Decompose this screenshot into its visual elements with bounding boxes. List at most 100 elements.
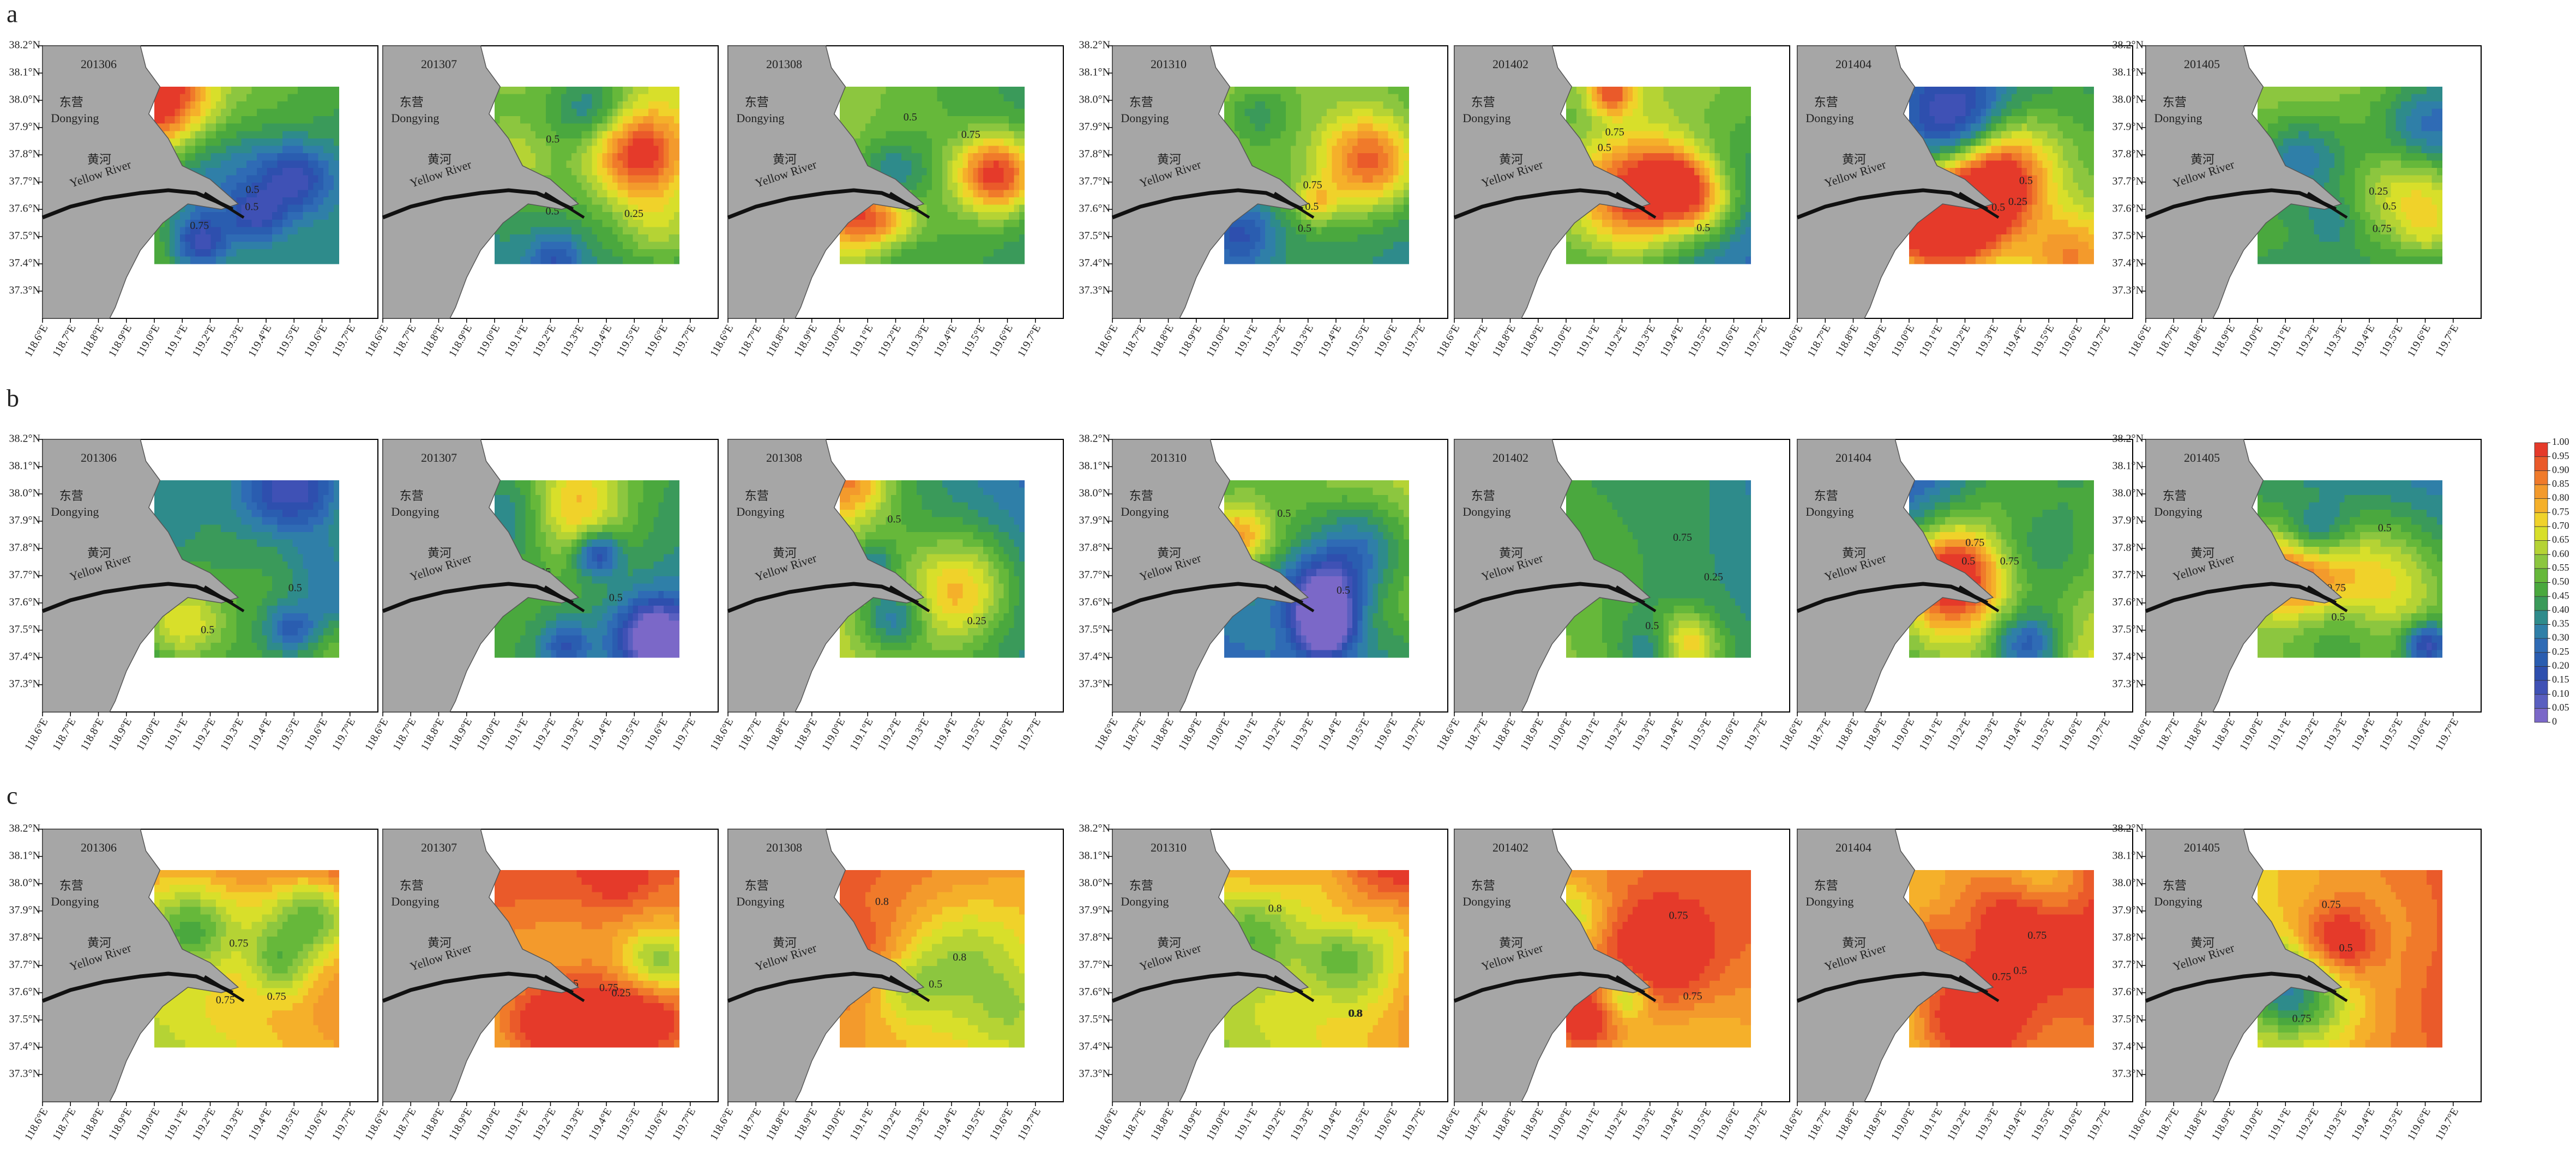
field-cell	[612, 256, 618, 264]
field-cell	[1674, 146, 1680, 154]
field-cell	[581, 160, 587, 168]
field-cell	[592, 212, 598, 220]
field-cell	[1674, 160, 1680, 168]
field-cell	[1719, 138, 1725, 146]
field-cell	[308, 256, 314, 264]
field-cell	[988, 249, 994, 257]
field-cell	[1725, 234, 1731, 242]
field-cell	[241, 219, 247, 227]
field-cell	[673, 183, 679, 191]
field-cell	[1970, 87, 1976, 95]
field-cell	[246, 175, 252, 183]
field-cell	[1642, 212, 1648, 220]
field-cell	[1710, 94, 1716, 102]
field-cell	[952, 190, 958, 198]
field-cell	[1735, 219, 1741, 227]
field-cell	[556, 227, 562, 235]
field-cell	[612, 131, 618, 139]
field-cell	[256, 123, 262, 131]
field-cell	[1642, 146, 1648, 154]
field-cell	[1592, 234, 1597, 242]
field-cell	[1976, 234, 1982, 242]
field-cell	[998, 212, 1004, 220]
field-cell	[571, 131, 577, 139]
field-cell	[1234, 94, 1240, 102]
field-cell	[561, 123, 567, 131]
field-cell	[952, 123, 958, 131]
field-cell	[226, 160, 232, 168]
field-cell	[1668, 197, 1674, 206]
field-cell	[1965, 256, 1971, 264]
field-cell	[1668, 256, 1674, 264]
field-cell	[1745, 219, 1751, 227]
field-cell	[251, 87, 257, 95]
field-cell	[1960, 138, 1966, 146]
field-cell	[282, 116, 288, 124]
field-cell	[937, 146, 943, 154]
field-cell	[246, 123, 252, 131]
lat-tick-label: 38.1°N	[1079, 67, 1110, 79]
field-cell	[952, 249, 958, 257]
field-cell	[174, 108, 180, 117]
field-cell	[998, 204, 1004, 213]
field-cell	[495, 227, 500, 235]
field-cell	[1955, 249, 1961, 257]
field-cell	[952, 212, 958, 220]
field-cell	[850, 116, 856, 124]
field-cell	[1622, 256, 1628, 264]
field-cell	[1981, 256, 1987, 264]
field-cell	[870, 153, 876, 161]
field-cell	[1326, 160, 1332, 168]
field-cell	[262, 197, 268, 206]
field-cell	[1914, 94, 1920, 102]
field-cell	[1383, 123, 1389, 131]
field-cell	[1929, 249, 1935, 257]
field-cell	[1955, 242, 1961, 250]
field-cell	[1735, 94, 1741, 102]
field-cell	[298, 249, 304, 257]
field-cell	[170, 138, 176, 146]
lat-tick-label: 37.9°N	[1079, 121, 1110, 133]
field-cell	[1373, 108, 1379, 117]
field-cell	[1586, 256, 1592, 264]
field-cell	[1668, 249, 1674, 257]
field-cell	[850, 123, 856, 131]
field-cell	[236, 138, 242, 146]
field-cell	[886, 249, 892, 257]
field-cell	[896, 160, 902, 168]
field-cell	[967, 175, 973, 183]
field-cell	[210, 168, 216, 176]
field-cell	[159, 227, 165, 235]
field-cell	[1321, 94, 1327, 102]
field-cell	[520, 146, 526, 154]
field-cell	[581, 249, 587, 257]
field-cell	[617, 146, 623, 154]
field-cell	[1612, 131, 1618, 139]
field-cell	[1674, 190, 1680, 198]
field-cell	[901, 138, 907, 146]
field-cell	[1699, 175, 1705, 183]
field-cell	[1950, 219, 1956, 227]
field-cell	[1940, 116, 1946, 124]
field-cell	[1714, 242, 1720, 250]
field-cell	[952, 183, 958, 191]
field-cell	[673, 197, 679, 206]
field-cell	[1255, 227, 1261, 235]
field-cell	[983, 146, 989, 154]
field-cell	[1362, 175, 1368, 183]
field-cell	[504, 227, 510, 235]
field-cell	[1663, 94, 1669, 102]
field-cell	[174, 242, 180, 250]
field-cell	[1326, 175, 1332, 183]
field-cell	[323, 101, 329, 110]
field-cell	[1725, 256, 1731, 264]
field-cell	[576, 204, 582, 213]
field-cell	[251, 138, 257, 146]
field-cell	[1602, 249, 1608, 257]
field-cell	[1586, 138, 1592, 146]
field-cell	[1940, 101, 1946, 110]
field-cell	[1357, 212, 1363, 220]
field-cell	[318, 94, 324, 102]
field-cell	[195, 249, 201, 257]
field-cell	[998, 101, 1004, 110]
